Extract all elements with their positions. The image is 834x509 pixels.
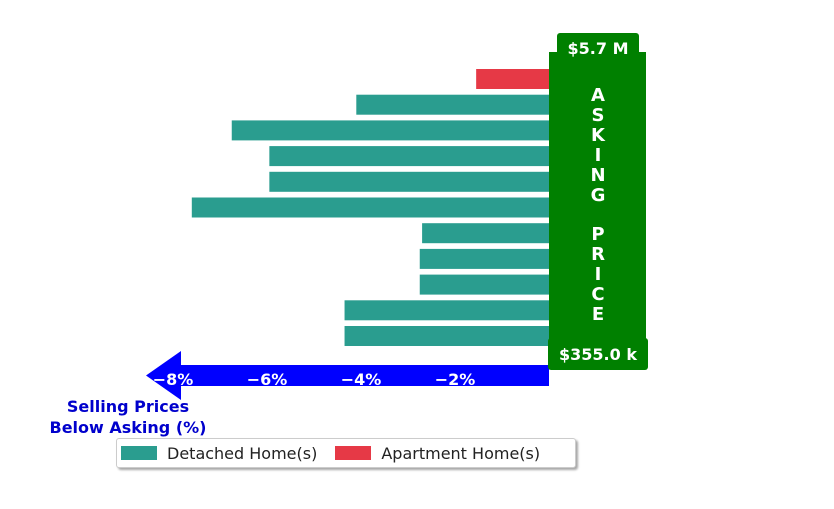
legend-swatch-apartment [335,446,372,460]
bar-detached [419,274,549,295]
asking-price-letter: N [590,165,605,186]
x-tick-label: −6% [247,370,288,389]
bottom-price-label-box [548,338,648,370]
x-axis-title-line-2: Below Asking (%) [49,418,207,437]
legend-item-detached: Detached Home(s) [121,444,317,463]
bar-detached [344,326,549,346]
bar-detached [419,248,549,269]
bar-detached [231,120,549,141]
bar-detached [344,300,549,321]
bars [191,69,550,346]
asking-price-letter: I [595,145,602,166]
x-axis-title: Selling Prices Below Asking (%) [40,396,216,438]
asking-price-letter: P [591,224,604,245]
asking-price-letter: G [591,185,606,206]
asking-price-letter: R [591,244,605,265]
asking-price-bar [549,52,646,342]
top-price-label-box [557,33,639,63]
asking-price-letter: I [595,264,602,285]
bar-detached [269,146,549,167]
legend-label-apartment: Apartment Home(s) [381,443,541,463]
top-price-label: $5.7 M [568,39,629,58]
asking-price-letter: C [591,284,604,305]
bar-apartment [476,69,549,89]
x-axis-title-line-1: Selling Prices [66,397,190,416]
bottom-price-label: $355.0 k [559,345,637,364]
legend-swatch-detached [121,446,157,460]
bar-detached [422,223,549,244]
legend-item-apartment: Apartment Home(s) [335,444,540,463]
asking-price-letter: S [592,105,605,126]
bar-detached [269,171,549,192]
x-tick-label: −2% [435,370,476,389]
bar-detached [191,197,550,218]
legend-label-detached: Detached Home(s) [167,443,318,463]
asking-price-letter: K [591,125,606,146]
asking-price-letter: E [592,304,604,325]
legend: Detached Home(s) Apartment Home(s) [116,438,576,468]
x-axis-arrow [146,351,549,400]
x-ticks: −8% −6% −4% −2% [153,370,476,389]
x-tick-label: −8% [153,370,194,389]
x-tick-label: −4% [341,370,382,389]
asking-price-letter: A [591,85,605,106]
bar-detached [356,94,549,115]
